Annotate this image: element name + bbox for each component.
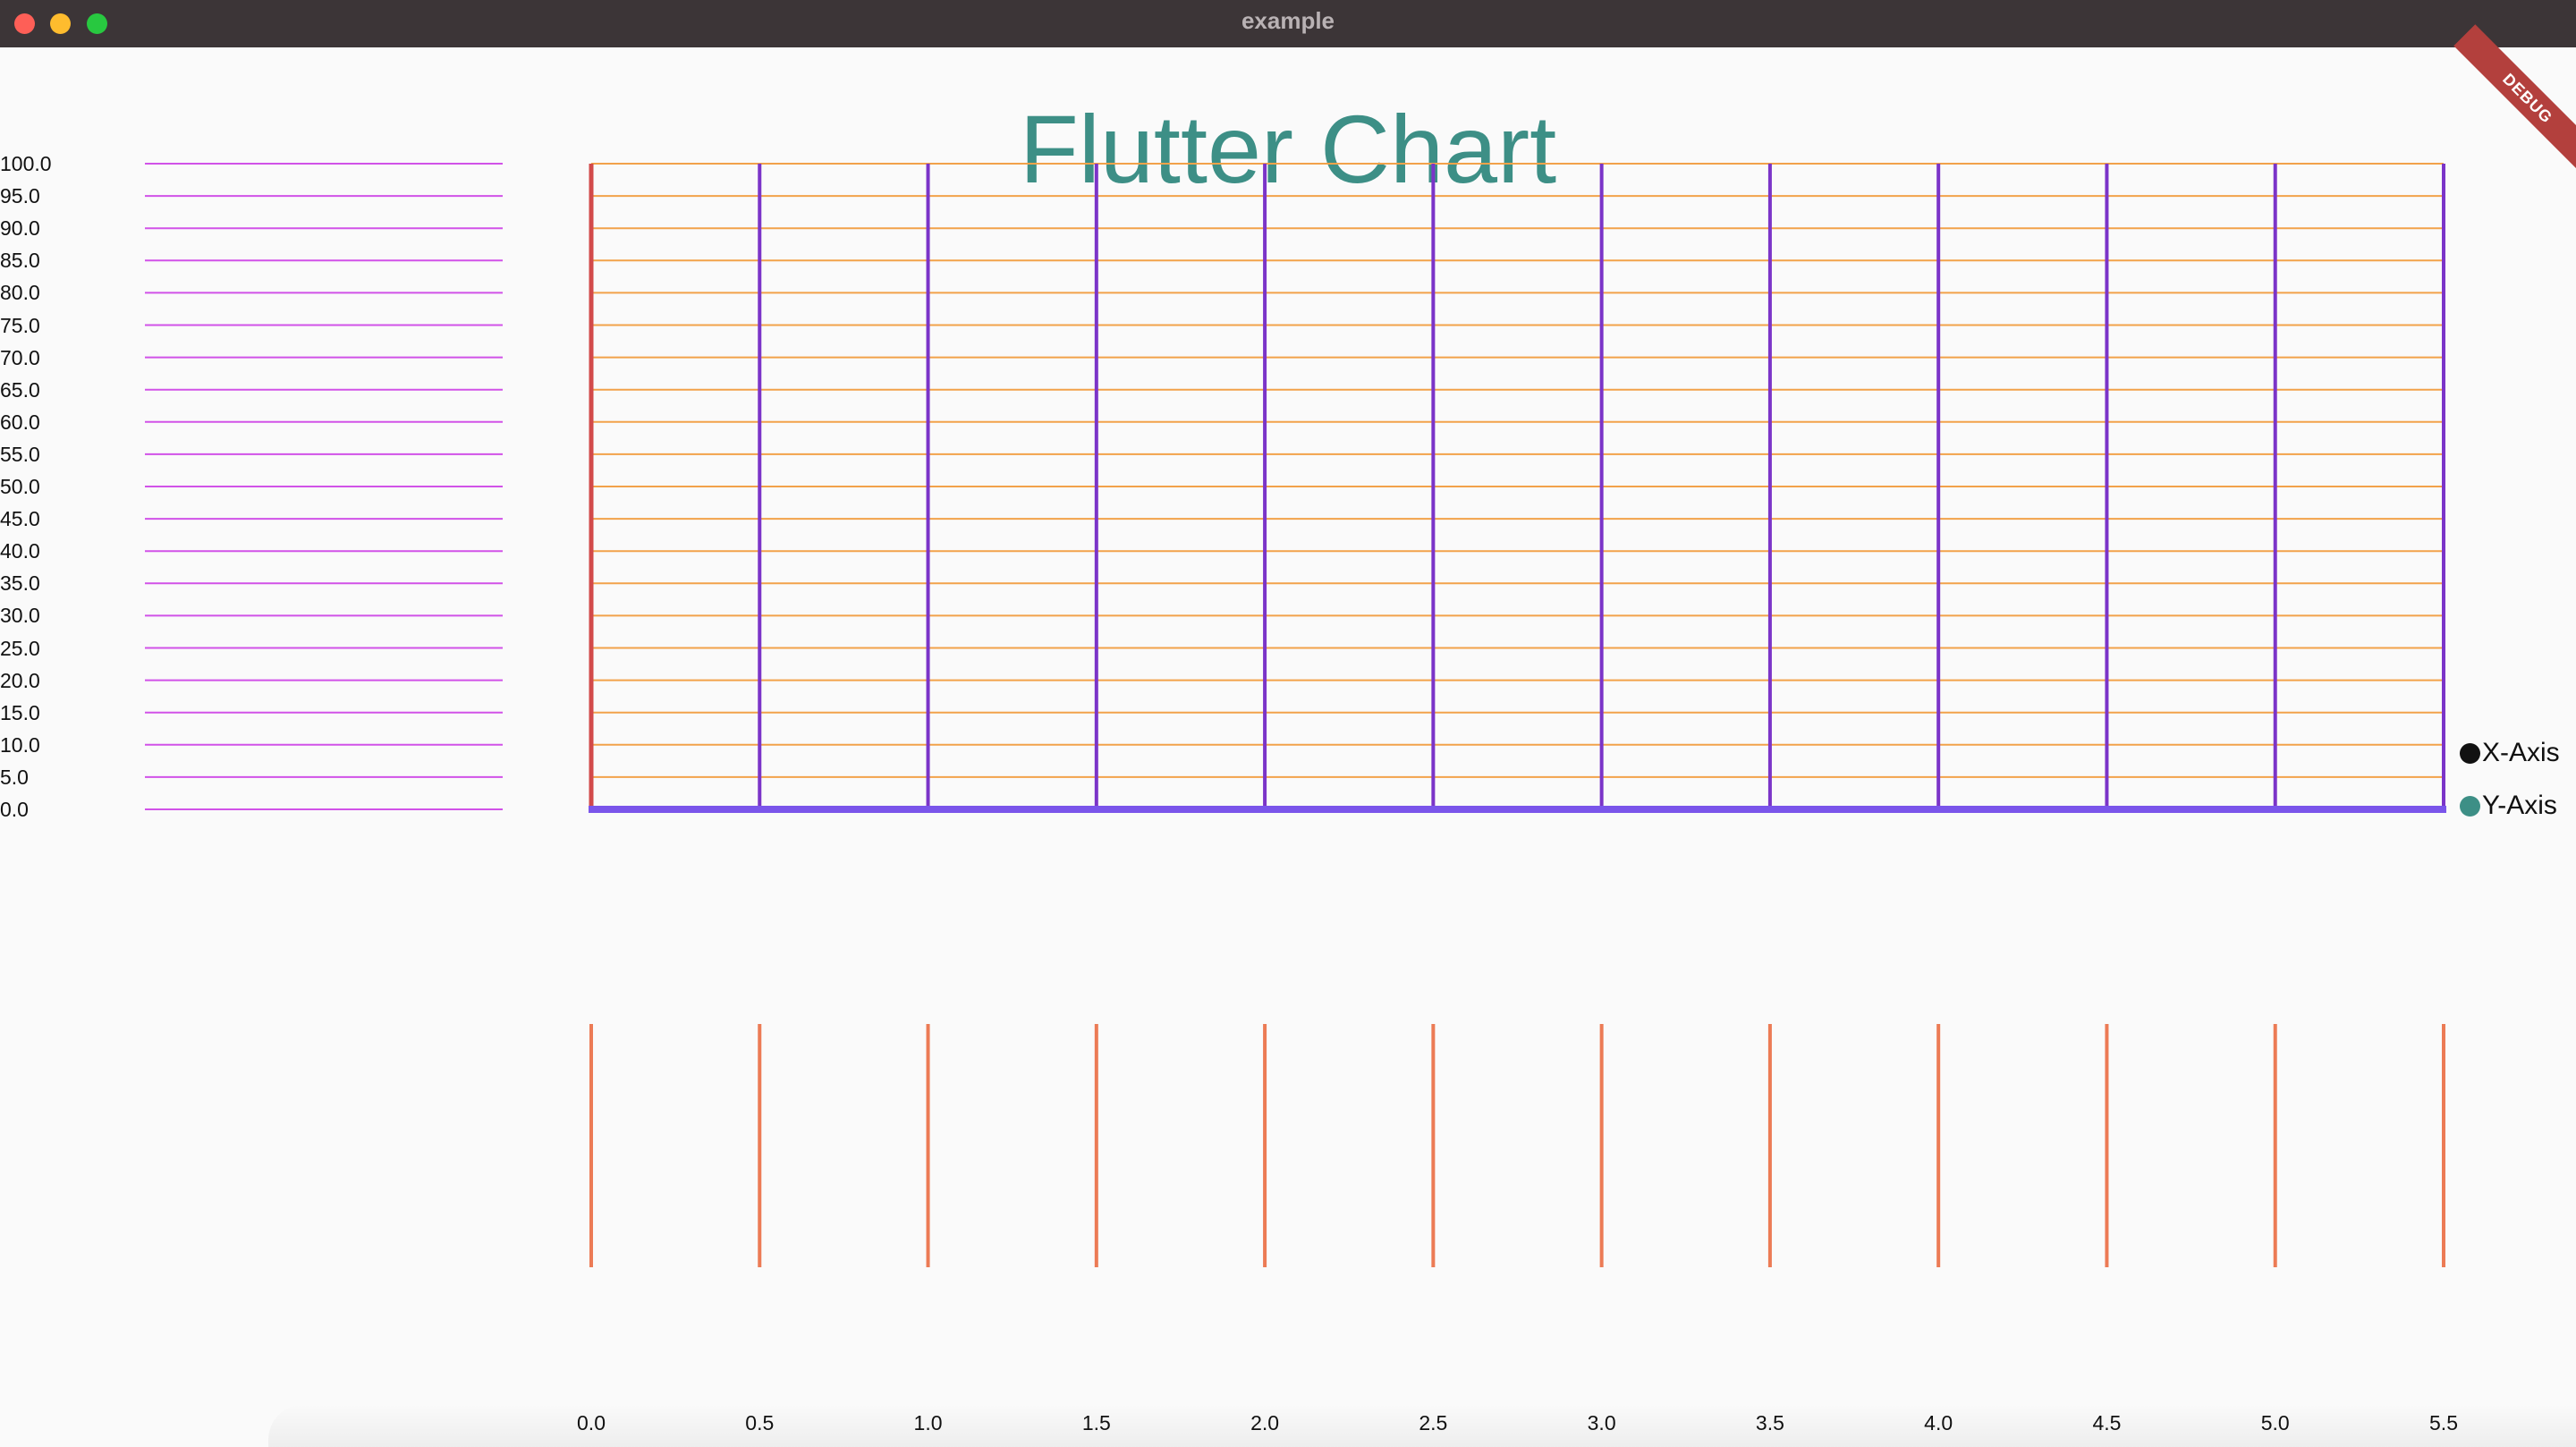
y-tick-label: 60.0: [0, 410, 40, 434]
y-tick-label: 40.0: [0, 539, 40, 563]
y-tick-label: 65.0: [0, 377, 40, 402]
x-tick-label: 1.5: [1082, 1411, 1111, 1434]
y-tick-label: 35.0: [0, 571, 40, 596]
app-canvas: Flutter Chart DEBUG: [0, 24, 2576, 1447]
legend-item-y-axis: Y-Axis: [2460, 791, 2557, 820]
x-tick-label: 2.0: [1250, 1411, 1279, 1434]
y-tick-label: 70.0: [0, 345, 40, 369]
x-tick-label: 3.5: [1756, 1411, 1784, 1434]
x-tick-label: 2.5: [1419, 1411, 1447, 1434]
close-button[interactable]: [14, 13, 35, 34]
y-tick-label: 85.0: [0, 249, 40, 273]
zoom-button[interactable]: [87, 13, 107, 34]
x-tick-label: 0.5: [745, 1411, 774, 1434]
x-tick-label: 3.0: [1588, 1411, 1616, 1434]
x-tick-label: 0.0: [577, 1411, 606, 1434]
y-tick-label: 55.0: [0, 442, 40, 466]
legend-dot-icon: [2460, 742, 2480, 764]
y-tick-label: 100.0: [0, 152, 52, 175]
legend-label: X-Axis: [2482, 738, 2560, 767]
y-tick-label: 50.0: [0, 475, 40, 498]
y-tick-label: 90.0: [0, 216, 40, 241]
window-titlebar: example: [0, 0, 2576, 47]
y-tick-label: 45.0: [0, 507, 40, 531]
y-tick-label: 25.0: [0, 636, 40, 660]
y-tick-label: 5.0: [0, 765, 29, 789]
legend-label: Y-Axis: [2482, 791, 2557, 820]
legend-dot-icon: [2460, 795, 2480, 817]
x-tick-label: 5.5: [2429, 1411, 2458, 1434]
legend-item-x-axis: X-Axis: [2460, 738, 2560, 767]
x-tick-label: 5.0: [2261, 1411, 2290, 1434]
y-tick-label: 0.0: [0, 798, 29, 821]
y-tick-label: 30.0: [0, 604, 40, 628]
y-tick-label: 80.0: [0, 281, 40, 305]
x-tick-label: 1.0: [914, 1411, 943, 1434]
y-tick-label: 75.0: [0, 313, 40, 337]
window-title: example: [1241, 7, 1335, 34]
y-tick-label: 95.0: [0, 184, 40, 208]
x-tick-label: 4.0: [1924, 1411, 1953, 1434]
bottom-shadow: [268, 1404, 2576, 1447]
chart-title: Flutter Chart: [1019, 95, 1557, 203]
x-tick-label: 4.5: [2092, 1411, 2121, 1434]
y-tick-label: 10.0: [0, 732, 40, 757]
y-tick-label: 15.0: [0, 700, 40, 724]
y-tick-label: 20.0: [0, 668, 40, 692]
minimize-button[interactable]: [50, 13, 71, 34]
